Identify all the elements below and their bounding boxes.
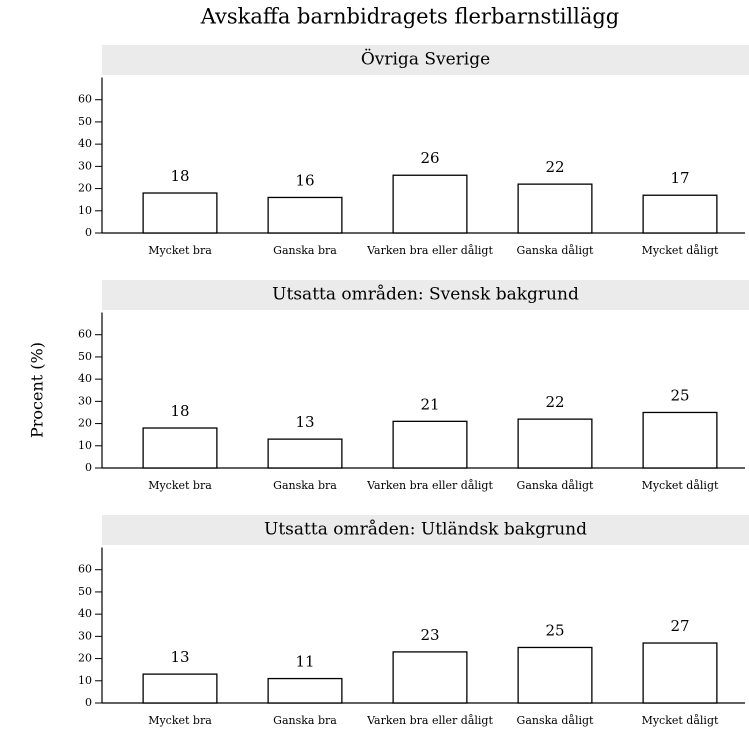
y-tick-label: 60: [78, 93, 92, 106]
value-label: 11: [295, 653, 314, 671]
value-label: 18: [170, 167, 189, 185]
x-tick-label: Ganska dåligt: [517, 714, 594, 727]
bar: [642, 194, 718, 234]
y-axis-label: Procent (%): [28, 342, 47, 438]
y-tick-label: 0: [85, 461, 92, 474]
y-tick-label: 30: [78, 159, 92, 172]
y-tick-label: 60: [78, 328, 92, 341]
facet-strip: [102, 515, 749, 545]
x-tick-label: Mycket bra: [148, 714, 212, 727]
x-tick-label: Mycket dåligt: [642, 479, 719, 492]
value-label: 13: [170, 648, 189, 666]
x-tick-label: Varken bra eller dåligt: [366, 479, 493, 492]
facet-title: Utsatta områden: Svensk bakgrund: [272, 285, 579, 305]
x-tick-label: Mycket dåligt: [642, 714, 719, 727]
facet-title: Utsatta områden: Utländsk bakgrund: [264, 520, 587, 540]
y-tick-label: 50: [78, 350, 92, 363]
bar: [142, 673, 218, 704]
y-tick-label: 20: [78, 652, 92, 665]
value-label: 16: [295, 171, 314, 189]
facet-title: Övriga Sverige: [361, 49, 490, 70]
y-tick-label: 30: [78, 394, 92, 407]
y-tick-label: 10: [78, 204, 92, 217]
chart-title: Avskaffa barnbidragets flerbarnstillägg: [200, 5, 620, 29]
bar: [267, 677, 343, 704]
facet-strip: [102, 45, 749, 75]
x-tick-label: Ganska bra: [273, 244, 337, 257]
value-label: 27: [670, 617, 689, 635]
value-label: 26: [420, 149, 439, 167]
value-label: 17: [670, 169, 689, 187]
value-label: 25: [545, 621, 564, 639]
bar: [142, 427, 218, 469]
y-tick-label: 40: [78, 372, 92, 385]
y-tick-label: 10: [78, 674, 92, 687]
bar: [142, 192, 218, 234]
y-tick-label: 50: [78, 585, 92, 598]
bar: [392, 420, 468, 469]
x-tick-label: Mycket bra: [148, 244, 212, 257]
bar: [642, 642, 718, 704]
y-tick-label: 0: [85, 696, 92, 709]
bar: [392, 651, 468, 704]
x-tick-label: Ganska bra: [273, 714, 337, 727]
y-tick-label: 30: [78, 629, 92, 642]
facet-strip: [102, 280, 749, 310]
x-tick-label: Varken bra eller dåligt: [366, 714, 493, 727]
bar: [642, 411, 718, 469]
value-label: 13: [295, 413, 314, 431]
y-tick-label: 50: [78, 115, 92, 128]
y-tick-label: 20: [78, 417, 92, 430]
y-tick-label: 60: [78, 563, 92, 576]
y-tick-label: 40: [78, 607, 92, 620]
bar: [517, 183, 593, 234]
y-tick-label: 0: [85, 226, 92, 239]
bar: [392, 174, 468, 234]
bar: [517, 418, 593, 469]
x-tick-label: Varken bra eller dåligt: [366, 244, 493, 257]
value-label: 22: [545, 158, 564, 176]
y-tick-label: 10: [78, 439, 92, 452]
x-tick-label: Mycket bra: [148, 479, 212, 492]
x-tick-label: Mycket dåligt: [642, 244, 719, 257]
x-tick-label: Ganska dåligt: [517, 244, 594, 257]
value-label: 18: [170, 402, 189, 420]
x-tick-label: Ganska dåligt: [517, 479, 594, 492]
bar: [267, 438, 343, 469]
value-label: 21: [420, 395, 439, 413]
bar: [517, 646, 593, 704]
bar: [267, 196, 343, 234]
value-label: 22: [545, 393, 564, 411]
y-tick-label: 40: [78, 137, 92, 150]
value-label: 25: [670, 386, 689, 404]
x-tick-label: Ganska bra: [273, 479, 337, 492]
y-tick-label: 20: [78, 182, 92, 195]
value-label: 23: [420, 626, 439, 644]
